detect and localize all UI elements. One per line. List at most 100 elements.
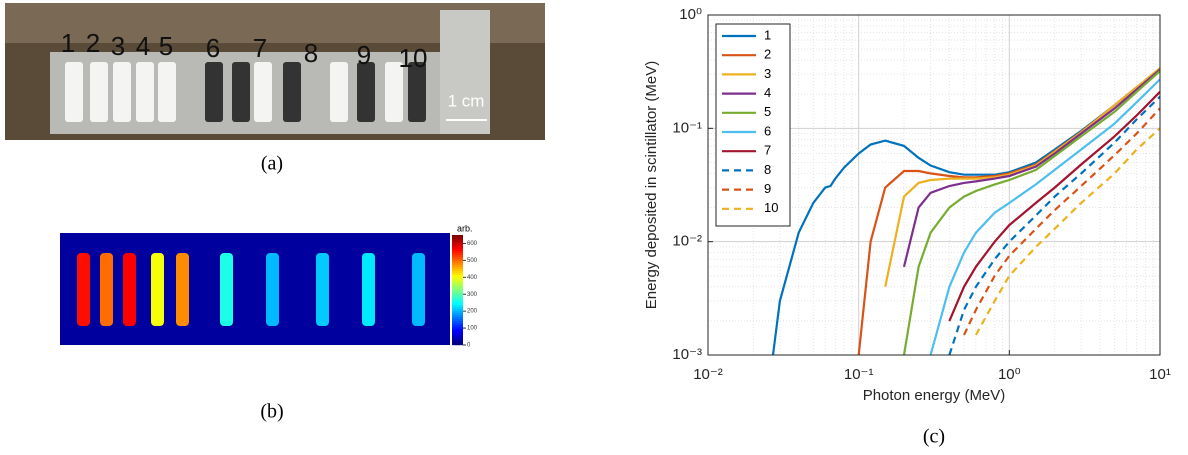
colorbar-tick-label: 500 bbox=[467, 258, 478, 264]
colorbar-tick-label: 0 bbox=[467, 343, 471, 349]
colorbar-cell bbox=[452, 281, 463, 284]
series-line bbox=[963, 107, 1161, 336]
legend-label: 1 bbox=[764, 27, 771, 42]
colorbar-cell bbox=[452, 297, 463, 300]
slot bbox=[136, 62, 154, 122]
y-tick-label: 10⁰ bbox=[679, 6, 702, 23]
slot bbox=[232, 62, 250, 122]
colorbar-cell bbox=[452, 243, 463, 246]
colorbar-cell bbox=[452, 335, 463, 338]
colorbar-cell bbox=[452, 331, 463, 334]
slot-label: 10 bbox=[399, 43, 428, 73]
legend-label: 5 bbox=[764, 104, 771, 119]
slot bbox=[408, 62, 426, 122]
y-axis-label: Energy deposited in scintillator (MeV) bbox=[643, 61, 660, 309]
strip bbox=[316, 253, 329, 326]
slot-label: 1 bbox=[61, 28, 75, 58]
slot-label: 7 bbox=[253, 33, 267, 63]
slot bbox=[205, 62, 223, 122]
strip bbox=[100, 253, 113, 326]
holder-end bbox=[440, 10, 490, 134]
colorbar-cell bbox=[452, 299, 463, 302]
colorbar-cell bbox=[452, 327, 463, 330]
series-line bbox=[902, 68, 1161, 268]
strip bbox=[220, 253, 233, 326]
colorbar-cell bbox=[452, 247, 463, 250]
colorbar-cell bbox=[452, 239, 463, 242]
caption: (c) bbox=[923, 426, 945, 448]
colorbar-cell bbox=[452, 321, 463, 324]
colorbar-cell bbox=[452, 235, 463, 238]
strip bbox=[123, 253, 136, 326]
colorbar-cell bbox=[452, 237, 463, 240]
colorbar-cell bbox=[452, 269, 463, 272]
slot-label: 6 bbox=[206, 33, 220, 63]
colorbar-cell bbox=[452, 293, 463, 296]
colorbar-cell bbox=[452, 241, 463, 244]
caption: (b) bbox=[260, 401, 283, 423]
y-tick-label: 10⁻¹ bbox=[672, 119, 702, 136]
legend-label: 8 bbox=[764, 162, 771, 177]
colorbar-cell bbox=[452, 275, 463, 278]
colorbar-cell bbox=[452, 279, 463, 282]
colorbar-cell bbox=[452, 309, 463, 312]
slot-label: 5 bbox=[159, 31, 173, 61]
colorbar-cell bbox=[452, 341, 463, 344]
y-tick-label: 10⁻³ bbox=[672, 346, 702, 363]
colorbar-tick-label: 200 bbox=[467, 309, 478, 315]
colorbar-cell bbox=[452, 323, 463, 326]
legend-label: 9 bbox=[764, 181, 771, 196]
legend-label: 4 bbox=[764, 85, 771, 100]
plot-frame bbox=[707, 14, 1161, 356]
slot bbox=[158, 62, 176, 122]
colorbar-cell bbox=[452, 319, 463, 322]
slot bbox=[254, 62, 272, 122]
legend-label: 6 bbox=[764, 123, 771, 138]
legend-label: 10 bbox=[764, 200, 778, 215]
colorbar-cell bbox=[452, 305, 463, 308]
colorbar-cell bbox=[452, 245, 463, 248]
colorbar-cell bbox=[452, 295, 463, 298]
legend-label: 3 bbox=[764, 66, 771, 81]
slot bbox=[330, 62, 348, 122]
x-axis-label: Photon energy (MeV) bbox=[863, 387, 1006, 404]
y-tick-label: 10⁻² bbox=[672, 233, 702, 250]
colorbar-tick-label: 300 bbox=[467, 292, 478, 298]
colorbar-cell bbox=[452, 255, 463, 258]
colorbar-cell bbox=[452, 289, 463, 292]
colorbar-cell bbox=[452, 317, 463, 320]
colorbar-cell bbox=[452, 287, 463, 290]
slot bbox=[113, 62, 131, 122]
series-line bbox=[771, 70, 1161, 356]
colorbar-cell bbox=[452, 261, 463, 264]
x-tick-label: 10⁻² bbox=[693, 366, 723, 383]
x-tick-label: 10¹ bbox=[1149, 366, 1171, 383]
strip bbox=[266, 253, 279, 326]
colorbar-cell bbox=[452, 315, 463, 318]
scale-label: 1 cm bbox=[448, 91, 485, 110]
strip bbox=[151, 253, 164, 326]
x-tick-label: 10⁰ bbox=[998, 366, 1021, 383]
slot bbox=[90, 62, 108, 122]
x-tick-label: 10⁻¹ bbox=[844, 366, 874, 383]
colorbar-cell bbox=[452, 311, 463, 314]
colorbar-label: arb. bbox=[457, 223, 473, 233]
colorbar-cell bbox=[452, 325, 463, 328]
series-line bbox=[974, 127, 1161, 336]
slot-label: 3 bbox=[111, 31, 125, 61]
legend-label: 2 bbox=[764, 47, 771, 62]
colorbar-tick-label: 100 bbox=[467, 326, 478, 332]
colorbar-cell bbox=[452, 251, 463, 254]
slot-label: 2 bbox=[86, 28, 100, 58]
heatmap-background bbox=[60, 233, 450, 345]
colorbar-tick-label: 400 bbox=[467, 275, 478, 281]
colorbar-cell bbox=[452, 291, 463, 294]
colorbar-cell bbox=[452, 265, 463, 268]
slot-label: 8 bbox=[304, 38, 318, 68]
colorbar-cell bbox=[452, 303, 463, 306]
strip bbox=[362, 253, 375, 326]
colorbar-cell bbox=[452, 343, 463, 346]
series-line bbox=[929, 78, 1161, 356]
slot bbox=[357, 62, 375, 122]
